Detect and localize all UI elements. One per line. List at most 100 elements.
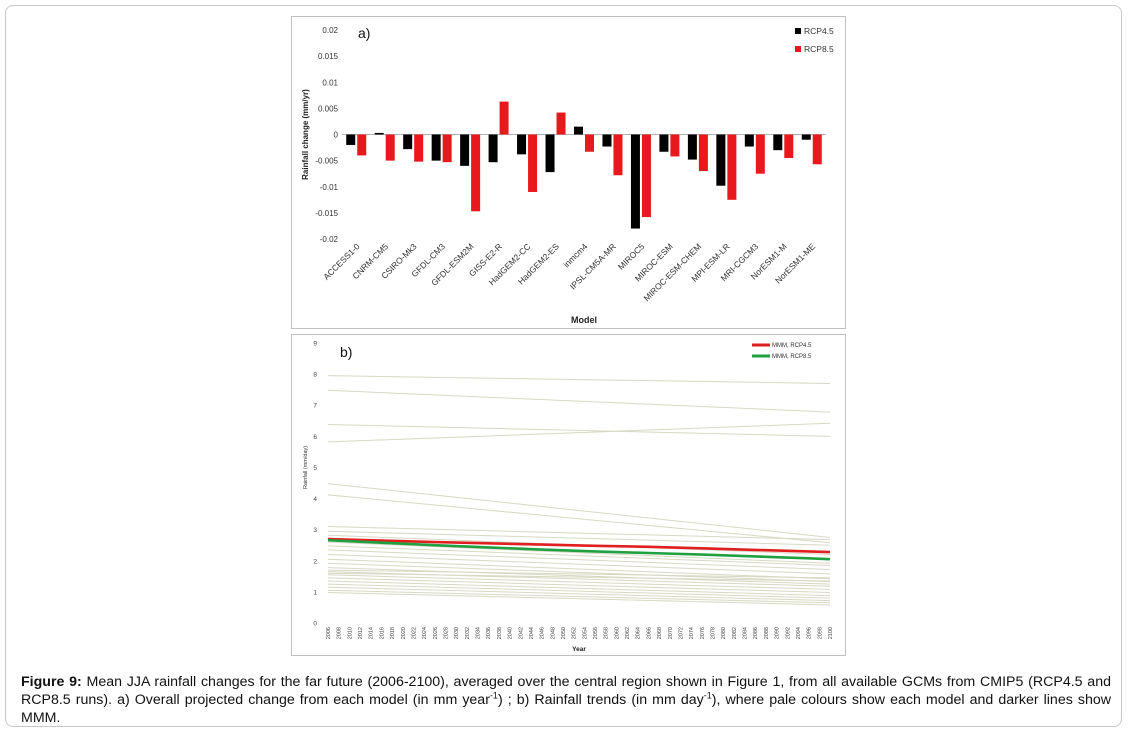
- bar-rcp85: [755, 134, 765, 174]
- y-tick-label: 0.01: [322, 78, 338, 87]
- x-tick-label: 2030: [454, 627, 460, 639]
- bar-rcp45: [687, 134, 697, 160]
- model-trend-line: [327, 494, 831, 544]
- model-trend-line: [327, 541, 831, 564]
- x-tick-label: 2008: [337, 627, 343, 639]
- bar-rcp85: [698, 134, 708, 172]
- x-tick-label: 2034: [476, 627, 482, 639]
- x-tick-label: 2012: [358, 627, 364, 639]
- x-tick-label: 2072: [678, 627, 684, 639]
- y-tick-label: 5: [313, 465, 317, 472]
- model-trend-line: [327, 422, 831, 443]
- x-tick-label: 2076: [700, 627, 706, 639]
- x-tick-label: 2044: [529, 627, 535, 639]
- mmm-rcp85-line: [327, 538, 831, 561]
- x-axis-label: Model: [571, 315, 597, 325]
- bar-rcp45: [716, 134, 726, 186]
- x-tick-label: 2058: [604, 627, 610, 639]
- x-tick-label: 2062: [625, 627, 631, 639]
- bar-rcp45: [431, 134, 441, 161]
- model-trend-line: [327, 375, 831, 384]
- bar-rcp85: [613, 134, 623, 176]
- model-trend-line: [327, 483, 831, 538]
- model-trend-line: [327, 567, 831, 585]
- x-tick-label: 2040: [508, 627, 514, 639]
- bar-rcp85: [585, 134, 594, 152]
- x-tick-label: 2038: [497, 627, 503, 639]
- model-trend-line: [327, 526, 831, 541]
- bar-rcp45: [602, 134, 612, 147]
- x-tick-label: 2042: [518, 627, 524, 639]
- x-tick-label: 2036: [486, 627, 492, 639]
- panel-b-line-chart: 0 1 2 3 4 5 6 7 8 9 Rainfall (mm/day) 2006 2008 2010 2…: [291, 334, 846, 656]
- bar-rcp45: [773, 134, 783, 151]
- x-tick-label: 2048: [550, 627, 556, 639]
- model-trend-line: [327, 592, 831, 606]
- x-tick-label: 2006: [326, 627, 332, 639]
- bar-chart-svg: -0.02 -0.015 -0.01 -0.005 0 0.005 0.01 0.015 0.0…: [301, 25, 834, 325]
- bar-rcp85: [784, 134, 794, 159]
- bar-rcp45: [517, 134, 527, 155]
- bar-rcp45: [403, 134, 413, 150]
- y-tick-label: 3: [313, 527, 317, 534]
- x-tick-label: 2080: [721, 627, 727, 639]
- y-tick-label: 4: [313, 496, 317, 503]
- y-tick-label: -0.01: [320, 183, 339, 192]
- y-tick-label: 7: [313, 403, 317, 410]
- line-chart-svg: 0 1 2 3 4 5 6 7 8 9 Rainfall (mm/day) 2006 2008 2010 2…: [303, 341, 834, 654]
- y-tick-label: -0.02: [320, 235, 339, 244]
- model-trend-line: [327, 569, 831, 579]
- caption-text-2: ) ; b) Rainfall trends (in mm day: [497, 692, 704, 708]
- legend-swatch: [795, 46, 801, 52]
- y-tick-label: 0.005: [318, 104, 339, 113]
- y-tick-label: 0: [334, 131, 339, 140]
- model-trend-line: [327, 389, 831, 413]
- bar-rcp45: [659, 134, 669, 152]
- x-tick-label: 2088: [764, 627, 770, 639]
- model-trend-line: [327, 586, 831, 602]
- x-tick-label: 2028: [443, 627, 449, 639]
- caption-label: Figure 9:: [21, 674, 82, 690]
- x-tick-label: 2082: [732, 627, 738, 639]
- x-tick-label: 2024: [422, 627, 428, 639]
- y-tick-label: -0.005: [315, 157, 338, 166]
- x-tick-label: 2066: [646, 627, 652, 639]
- x-tick-label: 2014: [369, 627, 375, 639]
- y-tick-label: 6: [313, 434, 317, 441]
- bar-rcp45: [744, 134, 754, 147]
- panel-a-bar-chart: -0.02 -0.015 -0.01 -0.005 0 0.005 0.01 0.015 0.0…: [291, 16, 846, 329]
- bar-rcp85: [556, 112, 566, 135]
- x-tick-label: 2086: [753, 627, 759, 639]
- bar-rcp85: [499, 101, 509, 135]
- model-trend-line: [327, 562, 831, 583]
- figure-caption: Figure 9: Mean JJA rainfall changes for …: [21, 673, 1111, 727]
- x-tick-label: 2018: [390, 627, 396, 639]
- model-trend-line: [327, 549, 831, 570]
- bar-rcp45: [801, 134, 811, 140]
- x-tick-label: 2054: [582, 627, 588, 639]
- x-tick-label: 2070: [668, 627, 674, 639]
- model-trend-line: [327, 554, 831, 575]
- y-tick-label: 2: [313, 558, 317, 565]
- model-trend-line: [327, 530, 831, 546]
- caption-text-3: ), where pale colours show each model an…: [21, 692, 1111, 726]
- model-trend-line: [327, 580, 831, 597]
- bar-rcp45: [488, 134, 498, 163]
- bar-rcp85: [385, 134, 395, 161]
- bar-rcp45: [630, 134, 640, 229]
- legend-label: MMM, RCP4.5: [772, 343, 812, 349]
- y-tick-label: 0.02: [322, 26, 338, 35]
- legend-label: RCP4.5: [804, 26, 834, 36]
- bar-rcp85: [641, 134, 651, 218]
- x-tick-label: 2092: [785, 627, 791, 639]
- bar-rcp45: [460, 134, 470, 166]
- model-trend-line: [327, 545, 831, 566]
- model-trend-line: [327, 583, 831, 599]
- panel-label-a: a): [358, 25, 370, 41]
- x-tick-label: 2046: [540, 627, 546, 639]
- bar-rcp85: [414, 134, 424, 162]
- y-tick-label: 0: [313, 621, 317, 628]
- bar-rcp45: [346, 134, 356, 145]
- bar-rcp85: [670, 134, 680, 157]
- bar-rcp45: [374, 132, 384, 135]
